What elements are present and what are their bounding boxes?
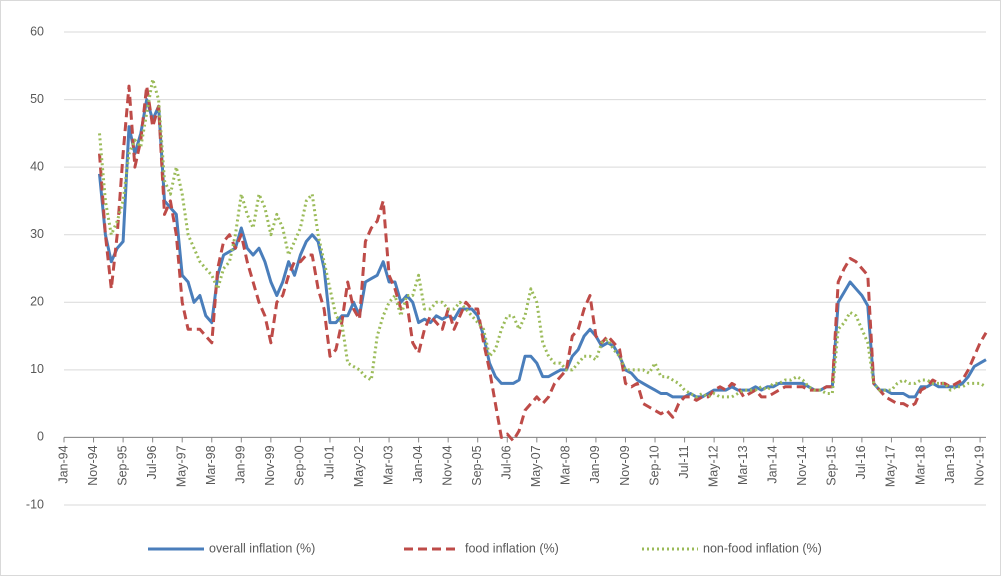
y-tick-label: -10 bbox=[26, 497, 44, 511]
x-tick-label: Jan-14 bbox=[766, 445, 780, 483]
y-tick-label: 10 bbox=[30, 362, 44, 376]
x-tick-label: Jan-09 bbox=[588, 445, 602, 483]
x-tick-label: Mar-98 bbox=[204, 445, 218, 485]
y-tick-label: 20 bbox=[30, 295, 44, 309]
x-tick-label: Sep-15 bbox=[825, 445, 839, 485]
x-tick-label: Mar-13 bbox=[736, 445, 750, 485]
x-tick-label: Sep-05 bbox=[470, 445, 484, 485]
x-tick-label: Jul-06 bbox=[500, 445, 514, 479]
series-line bbox=[98, 98, 987, 399]
x-tick-label: Mar-03 bbox=[381, 445, 395, 485]
legend-label: overall inflation (%) bbox=[209, 541, 315, 555]
x-tick-label: Mar-08 bbox=[559, 445, 573, 485]
x-tick-label: Nov-14 bbox=[795, 445, 809, 485]
x-tick-label: May-17 bbox=[884, 445, 898, 487]
x-tick-label: May-97 bbox=[175, 445, 189, 487]
x-tick-label: Nov-04 bbox=[440, 445, 454, 485]
x-tick-label: Sep-10 bbox=[647, 445, 661, 485]
x-tick-label: Mar-18 bbox=[913, 445, 927, 485]
x-tick-label: Nov-99 bbox=[263, 445, 277, 485]
x-tick-label: Jul-01 bbox=[322, 445, 336, 479]
y-tick-label: 0 bbox=[37, 430, 44, 444]
x-tick-label: Nov-19 bbox=[972, 445, 986, 485]
y-tick-label: 60 bbox=[30, 24, 44, 38]
x-tick-label: Sep-95 bbox=[115, 445, 129, 485]
y-tick-label: 40 bbox=[30, 159, 44, 173]
x-tick-label: Jan-94 bbox=[56, 445, 70, 483]
x-tick-label: Jul-16 bbox=[854, 445, 868, 479]
x-tick-label: Jul-11 bbox=[677, 445, 691, 478]
x-tick-label: Nov-09 bbox=[618, 445, 632, 485]
x-tick-label: Jan-04 bbox=[411, 445, 425, 483]
legend-label: food inflation (%) bbox=[465, 541, 559, 555]
x-tick-label: Jan-19 bbox=[943, 445, 957, 483]
legend-label: non-food inflation (%) bbox=[703, 541, 822, 555]
x-tick-label: Jul-96 bbox=[145, 445, 159, 479]
x-tick-label: May-02 bbox=[352, 445, 366, 487]
x-tick-label: May-12 bbox=[706, 445, 720, 487]
y-tick-label: 50 bbox=[30, 92, 44, 106]
y-tick-label: 30 bbox=[30, 227, 44, 241]
x-tick-label: Jan-99 bbox=[234, 445, 248, 483]
x-tick-label: Nov-94 bbox=[86, 445, 100, 485]
x-tick-label: May-07 bbox=[529, 445, 543, 487]
series-line bbox=[98, 84, 988, 443]
x-tick-label: Sep-00 bbox=[293, 445, 307, 485]
